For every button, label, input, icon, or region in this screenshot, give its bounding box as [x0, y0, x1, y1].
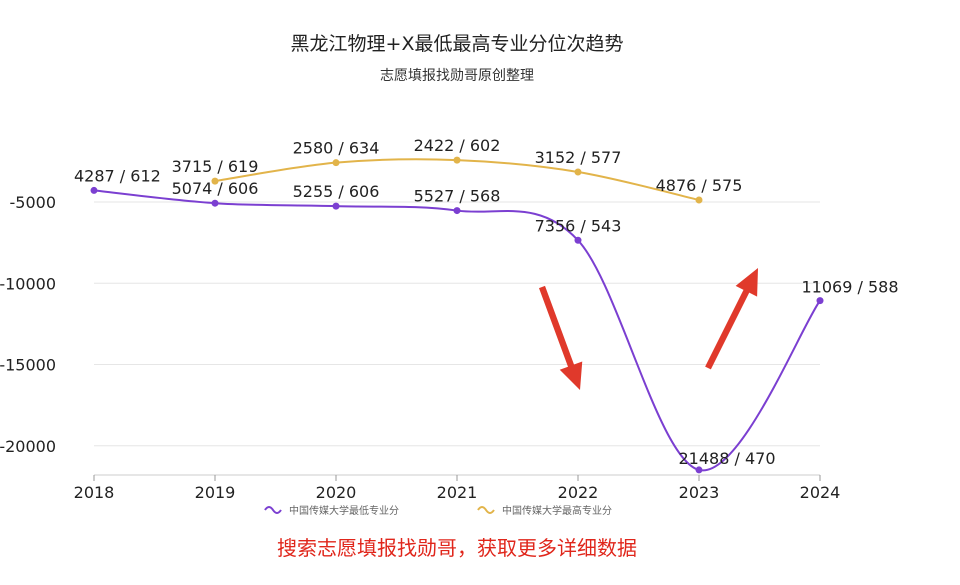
data-point	[90, 186, 98, 194]
arrow-up	[705, 268, 758, 370]
data-point	[211, 199, 219, 207]
series-line-0	[93, 189, 821, 471]
y-tick-label: -10000	[0, 274, 56, 293]
data-label: 5255 / 606	[293, 182, 380, 201]
data-point	[816, 297, 824, 305]
legend: 中国传媒大学最低专业分 中国传媒大学最高专业分	[264, 504, 612, 517]
data-labels: 4287 / 612 5074 / 606 5255 / 606 5527 / 568…	[74, 136, 899, 468]
arrows	[538, 268, 758, 390]
y-tick-label: -5000	[10, 193, 57, 212]
data-label: 3715 / 619	[172, 157, 259, 176]
y-tick-label: -20000	[0, 437, 56, 456]
chart-title: 黑龙江物理+X最低最高专业分位次趋势	[291, 33, 624, 55]
series	[90, 156, 824, 474]
x-tick-label: 2018	[74, 483, 115, 502]
data-point	[574, 236, 582, 244]
x-tick-label: 2024	[800, 483, 841, 502]
data-label: 5527 / 568	[414, 187, 501, 206]
data-label: 5074 / 606	[172, 179, 259, 198]
grid	[94, 201, 820, 447]
data-point	[332, 159, 340, 167]
data-label: 3152 / 577	[535, 148, 622, 167]
data-label: 2580 / 634	[293, 139, 380, 158]
y-tick-label: -15000	[0, 356, 56, 375]
chart-subtitle: 志愿填报找勋哥原创整理	[380, 68, 534, 84]
x-tick-label: 2022	[558, 483, 599, 502]
data-label: 11069 / 588	[802, 278, 899, 297]
x-tick-label: 2020	[316, 483, 357, 502]
data-point	[453, 207, 461, 215]
data-point	[574, 168, 582, 176]
data-point	[695, 466, 703, 474]
data-label: 7356 / 543	[535, 216, 622, 235]
x-tick-label: 2023	[679, 483, 720, 502]
legend-label: 中国传媒大学最高专业分	[502, 504, 612, 517]
arrow-down	[538, 285, 583, 390]
data-label: 4876 / 575	[656, 176, 743, 195]
data-label: 4287 / 612	[74, 166, 161, 185]
legend-swatch	[477, 506, 495, 514]
data-point	[695, 196, 703, 204]
x-tick-label: 2021	[437, 483, 478, 502]
data-label: 2422 / 602	[414, 136, 501, 155]
legend-label: 中国传媒大学最低专业分	[289, 504, 399, 517]
promo-text: 搜索志愿填报找勋哥，获取更多详细数据	[277, 536, 637, 560]
x-tick-label: 2019	[195, 483, 236, 502]
data-point	[211, 177, 219, 185]
data-label: 21488 / 470	[679, 449, 776, 468]
data-point	[332, 202, 340, 210]
legend-swatch	[264, 506, 282, 514]
axes: -5000 -10000 -15000 -20000 2018 2019 2020 2021 2…	[0, 193, 840, 502]
data-point	[453, 156, 461, 164]
